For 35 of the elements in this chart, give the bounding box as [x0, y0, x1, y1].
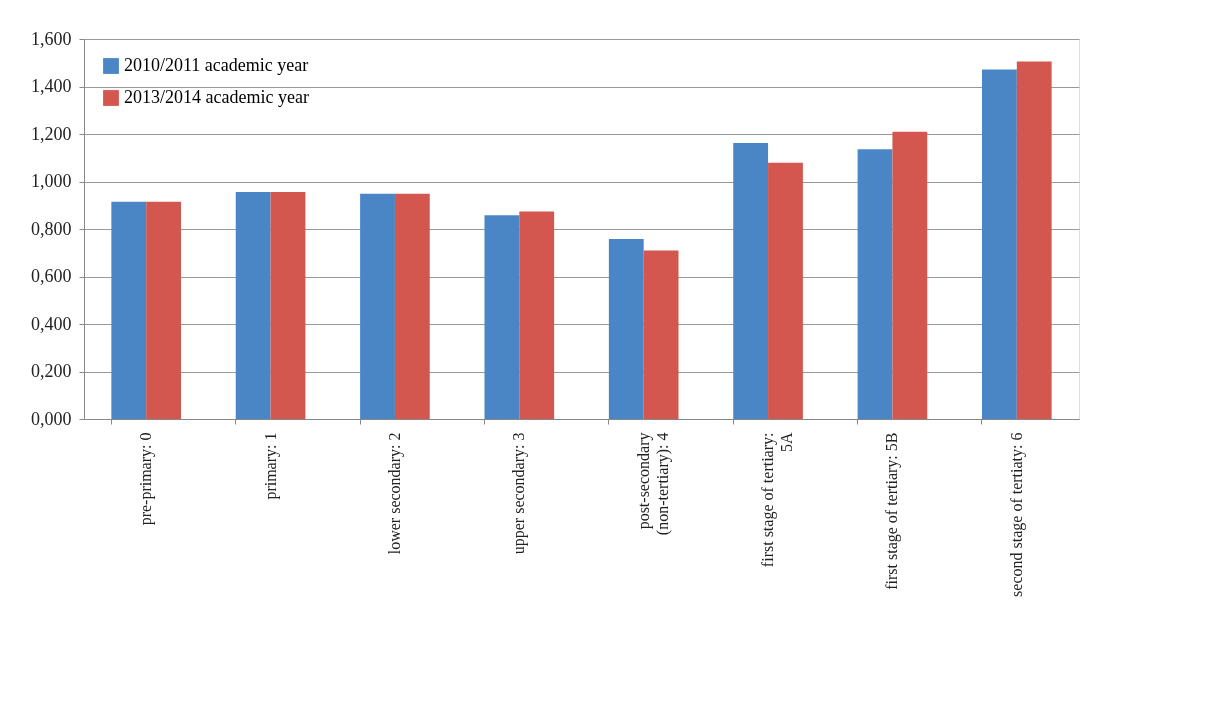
bar	[892, 131, 928, 419]
bar	[981, 69, 1017, 419]
bar	[1016, 61, 1052, 419]
bar	[733, 143, 769, 419]
legend-label: 2010/2011 academic year	[124, 55, 309, 75]
bar	[519, 211, 555, 419]
y-tick-label: 0,800	[31, 218, 72, 239]
x-tick-label: first stage of tertiary: 5B	[883, 432, 902, 590]
x-tick-label: second stage of tertiaty: 6	[1007, 432, 1026, 597]
bar	[360, 193, 395, 419]
x-tick-label: post-secondary (non-tertiary): 4	[634, 432, 672, 536]
x-tick-label: upper secondary: 3	[510, 432, 529, 555]
bar	[235, 191, 271, 419]
y-tick-label: 1,200	[31, 123, 72, 144]
bar	[111, 201, 147, 419]
x-tick-label: lower secondary: 2	[385, 432, 404, 555]
x-tick-label: primary: 1	[261, 432, 280, 500]
y-tick-label: 1,000	[31, 171, 72, 191]
y-tick-label: 1,600	[31, 28, 72, 49]
x-tick-label: pre-primary: 0	[137, 432, 156, 526]
bar	[146, 201, 182, 419]
y-tick-label: 0,200	[31, 361, 72, 381]
bar	[394, 193, 430, 419]
y-tick-label: 0,000	[31, 408, 72, 429]
x-tick-label: first stage of tertiary: 5A	[759, 432, 796, 568]
legend-label: 2013/2014 academic year	[124, 87, 309, 107]
y-tick-label: 1,400	[31, 76, 72, 96]
y-tick-label: 0,600	[31, 266, 72, 286]
y-tick-label: 0,400	[31, 313, 72, 334]
bar	[857, 149, 893, 419]
bar	[270, 191, 306, 419]
bar	[768, 162, 803, 419]
bar	[643, 250, 679, 419]
bar	[484, 215, 520, 419]
bar	[608, 238, 644, 419]
